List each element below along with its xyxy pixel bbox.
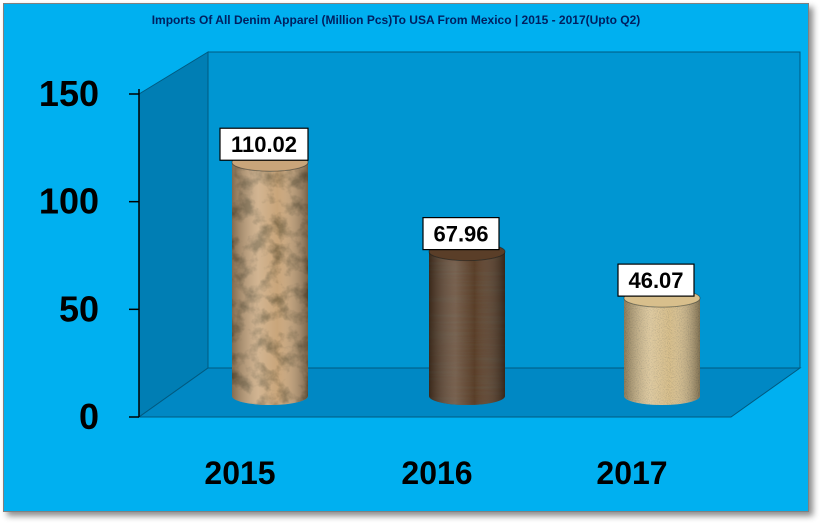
- bar-group: 110.02 67.96 46.07: [219, 127, 701, 405]
- data-label-text: 67.96: [433, 222, 488, 247]
- x-tick-label: 2016: [401, 455, 472, 491]
- data-label: 110.02: [219, 127, 309, 161]
- y-tick-label: 0: [79, 396, 99, 437]
- chart-title: Imports Of All Denim Apparel (Million Pc…: [152, 13, 641, 27]
- x-tick-label: 2017: [596, 455, 667, 491]
- data-label-text: 46.07: [628, 268, 683, 293]
- y-tick-label: 50: [59, 288, 99, 329]
- bar-2015: [231, 152, 309, 405]
- chart-plot: Imports Of All Denim Apparel (Million Pc…: [39, 13, 802, 491]
- data-label-box: [617, 263, 695, 297]
- x-tick-label: 2015: [204, 455, 275, 491]
- bar-shading: [624, 298, 700, 405]
- data-label: 46.07: [617, 263, 695, 297]
- bar-2017: [623, 288, 701, 405]
- data-label: 67.96: [422, 216, 500, 251]
- bar-shading: [232, 162, 308, 405]
- data-label-box: [219, 127, 309, 161]
- bar-shading: [429, 251, 505, 405]
- data-label-text: 110.02: [231, 132, 297, 157]
- chart-side-wall: [138, 51, 209, 418]
- y-tick-label: 150: [39, 73, 99, 114]
- y-axis-ticks: 0 50 100 150: [39, 73, 139, 437]
- y-tick-label: 100: [39, 181, 99, 222]
- chart-frame: Imports Of All Denim Apparel (Million Pc…: [3, 3, 809, 512]
- x-axis-ticks: 2015 2016 2017: [204, 455, 667, 491]
- bar-2016: [428, 242, 506, 405]
- data-label-box: [422, 216, 500, 251]
